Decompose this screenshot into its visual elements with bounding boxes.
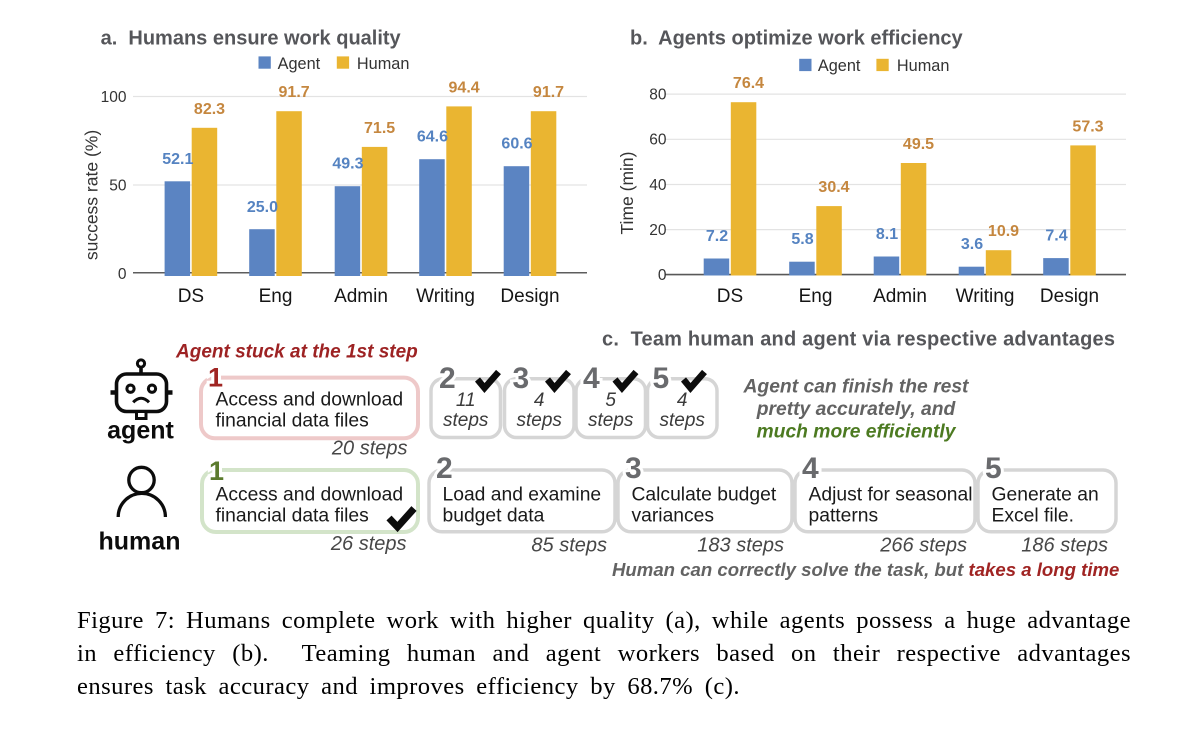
- svg-text:40: 40: [649, 177, 667, 194]
- svg-text:variances: variances: [632, 506, 715, 527]
- svg-text:25.0: 25.0: [247, 199, 278, 216]
- svg-text:Access and download: Access and download: [216, 485, 404, 506]
- svg-text:steps: steps: [516, 410, 562, 431]
- svg-text:49.3: 49.3: [332, 156, 363, 173]
- svg-text:0: 0: [658, 267, 667, 284]
- svg-text:100: 100: [101, 89, 127, 106]
- svg-text:60: 60: [649, 132, 667, 149]
- svg-text:Agent: Agent: [818, 57, 861, 75]
- svg-text:10.9: 10.9: [988, 223, 1019, 240]
- svg-text:a. Humans ensure work quality: a. Humans ensure work quality: [101, 27, 402, 49]
- svg-text:success rate (%): success rate (%): [82, 130, 102, 260]
- svg-text:183 steps: 183 steps: [697, 535, 784, 557]
- svg-text:Agent stuck at the 1st step: Agent stuck at the 1st step: [175, 342, 418, 363]
- svg-text:Access and download: Access and download: [216, 390, 404, 411]
- svg-text:11: 11: [456, 390, 476, 411]
- svg-text:Admin: Admin: [334, 286, 388, 307]
- svg-text:94.4: 94.4: [449, 79, 480, 96]
- svg-text:49.5: 49.5: [903, 136, 934, 153]
- svg-text:Design: Design: [500, 286, 559, 307]
- svg-text:85 steps: 85 steps: [531, 535, 607, 557]
- svg-text:Human can correctly solve the: Human can correctly solve the task, but …: [612, 559, 1119, 580]
- svg-text:steps: steps: [588, 410, 634, 431]
- svg-text:80: 80: [649, 87, 667, 104]
- svg-text:Adjust for seasonal: Adjust for seasonal: [809, 485, 973, 506]
- svg-text:Eng: Eng: [259, 286, 293, 307]
- svg-text:human: human: [99, 528, 181, 556]
- svg-text:60.6: 60.6: [501, 136, 532, 153]
- svg-text:Agent: Agent: [278, 55, 321, 73]
- svg-text:82.3: 82.3: [194, 101, 225, 118]
- svg-text:financial data files: financial data files: [216, 506, 369, 527]
- svg-text:3: 3: [513, 362, 530, 395]
- svg-text:5.8: 5.8: [791, 231, 813, 248]
- svg-text:steps: steps: [659, 410, 705, 431]
- svg-text:3.6: 3.6: [961, 236, 983, 253]
- svg-text:Excel file.: Excel file.: [992, 506, 1075, 527]
- svg-text:50: 50: [109, 177, 127, 194]
- svg-text:DS: DS: [717, 286, 743, 307]
- svg-text:Calculate budget: Calculate budget: [632, 485, 777, 506]
- svg-text:Human: Human: [897, 57, 950, 75]
- svg-text:much more efficiently: much more efficiently: [757, 422, 957, 443]
- svg-text:4: 4: [802, 452, 819, 485]
- svg-text:4: 4: [677, 390, 688, 411]
- svg-text:4: 4: [583, 362, 600, 395]
- svg-text:20: 20: [649, 222, 667, 239]
- svg-text:91.7: 91.7: [279, 84, 310, 101]
- svg-text:Time (min): Time (min): [617, 152, 637, 235]
- svg-text:1: 1: [209, 456, 224, 486]
- svg-text:Load and examine: Load and examine: [443, 485, 602, 506]
- svg-text:0: 0: [118, 266, 127, 283]
- svg-text:DS: DS: [178, 286, 204, 307]
- svg-text:266 steps: 266 steps: [879, 535, 967, 557]
- svg-text:Human: Human: [357, 55, 410, 73]
- svg-text:Eng: Eng: [799, 286, 833, 307]
- svg-text:57.3: 57.3: [1072, 118, 1103, 135]
- svg-text:30.4: 30.4: [818, 179, 849, 196]
- svg-text:1: 1: [208, 363, 223, 393]
- svg-text:5: 5: [653, 362, 670, 395]
- svg-text:Agent can finish the rest: Agent can finish the rest: [743, 377, 971, 398]
- svg-text:7.4: 7.4: [1045, 228, 1067, 245]
- svg-text:Admin: Admin: [873, 286, 927, 307]
- svg-text:Generate an: Generate an: [992, 485, 1099, 506]
- svg-text:2: 2: [436, 452, 453, 485]
- svg-text:5: 5: [985, 452, 1002, 485]
- svg-text:8.1: 8.1: [876, 226, 898, 243]
- svg-text:pretty accurately, and: pretty accurately, and: [756, 399, 957, 420]
- svg-text:7.2: 7.2: [706, 228, 728, 245]
- svg-text:c. Team human and agent via r: c. Team human and agent via respective a…: [602, 329, 1115, 351]
- svg-text:5: 5: [605, 390, 616, 411]
- svg-text:b. Agents optimize work effic: b. Agents optimize work efficiency: [630, 27, 964, 49]
- svg-text:91.7: 91.7: [533, 84, 564, 101]
- svg-text:71.5: 71.5: [364, 120, 395, 137]
- svg-text:patterns: patterns: [809, 506, 879, 527]
- svg-text:4: 4: [534, 390, 545, 411]
- svg-text:Design: Design: [1040, 286, 1099, 307]
- svg-text:steps: steps: [443, 410, 489, 431]
- svg-text:financial data files: financial data files: [216, 411, 369, 432]
- svg-text:52.1: 52.1: [162, 151, 193, 168]
- svg-text:20 steps: 20 steps: [331, 438, 408, 460]
- svg-text:budget data: budget data: [443, 506, 545, 527]
- svg-text:26 steps: 26 steps: [330, 533, 407, 555]
- svg-text:3: 3: [625, 452, 642, 485]
- svg-text:agent: agent: [107, 417, 174, 445]
- svg-text:2: 2: [439, 362, 456, 395]
- svg-text:Writing: Writing: [416, 286, 475, 307]
- svg-text:Writing: Writing: [956, 286, 1015, 307]
- svg-text:76.4: 76.4: [733, 75, 764, 92]
- svg-text:64.6: 64.6: [417, 129, 448, 146]
- svg-text:186 steps: 186 steps: [1021, 535, 1108, 557]
